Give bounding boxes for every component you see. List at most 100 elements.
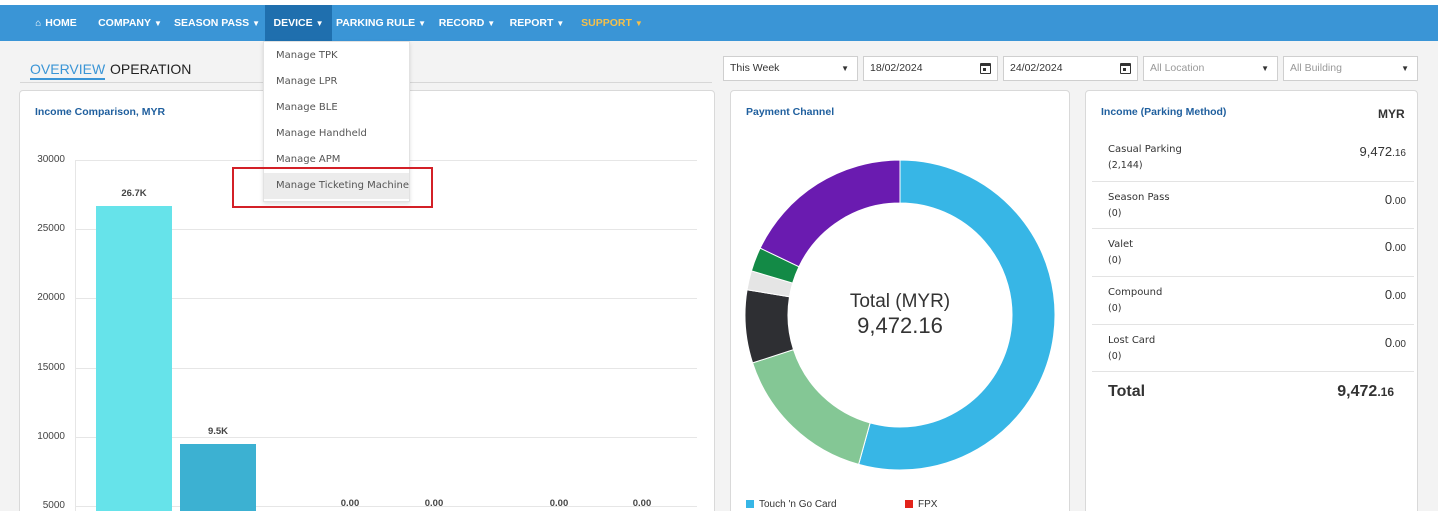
chart-y-tick-label: 10000 [37,430,65,442]
income-row-amount: 0.00 [1385,192,1406,207]
income-row: Valet (0) 0.00 [1092,229,1414,277]
nav-home[interactable]: ⌂ HOME [23,5,89,41]
caret-down-icon: ▼ [315,19,324,28]
legend-fpx-label: FPX [918,499,938,510]
nav-season-pass[interactable]: SEASON PASS ▼ [172,5,262,41]
income-row-amount: 9,472.16 [1360,144,1406,159]
income-row-count: (0) [1108,303,1122,314]
income-row-count: (0) [1108,208,1122,219]
income-row: Lost Card (0) 0.00 [1092,325,1414,372]
chart-y-tick-label: 15000 [37,361,65,373]
legend-fpx[interactable]: FPX [905,499,937,510]
chart-bar[interactable] [96,205,172,511]
income-row-name: Compound [1108,287,1163,298]
nav-support[interactable]: SUPPORT ▼ [578,5,646,41]
location-select-placeholder: All Location [1150,62,1205,74]
calendar-icon[interactable] [1120,63,1131,74]
income-row-amount-main: 0 [1384,192,1393,207]
nav-season-pass-label: SEASON PASS [174,17,250,29]
income-row-count: (0) [1108,255,1122,266]
chart-y-axis [75,160,76,511]
nav-home-label: HOME [45,17,77,29]
building-select[interactable]: All Building ▼ [1283,56,1418,81]
nav-record[interactable]: RECORD ▼ [436,5,498,41]
caret-down-icon: ▼ [418,19,427,28]
chart-gridline [75,298,697,300]
location-select[interactable]: All Location ▼ [1143,56,1278,81]
date-from-input[interactable]: 18/02/2024 [863,56,998,81]
calendar-icon[interactable] [980,63,991,74]
nav-company[interactable]: COMPANY ▼ [92,5,168,41]
nav-device-label: DEVICE [273,17,313,29]
date-from-value: 18/02/2024 [870,62,923,74]
legend-touch-n-go[interactable]: Touch 'n Go Card [746,499,837,510]
income-row-count: (2,144) [1108,160,1143,171]
donut-segment[interactable] [744,289,795,364]
date-to-value: 24/02/2024 [1010,62,1063,74]
legend-touch-n-go-label: Touch 'n Go Card [759,499,837,510]
income-row-amount-dec: .00 [1392,291,1406,302]
income-comparison-title: Income Comparison, MYR [35,106,166,118]
donut-segment[interactable] [759,159,901,268]
tab-overview[interactable]: OVERVIEW [30,61,106,80]
date-to-input[interactable]: 24/02/2024 [1003,56,1138,81]
income-row-amount-dec: .00 [1392,339,1406,350]
income-row-amount-dec: .16 [1392,148,1406,159]
income-row: Casual Parking (2,144) 9,472.16 [1092,134,1414,182]
chart-gridline [75,505,697,507]
chart-bar-label: 26.7K [121,187,147,199]
caret-down-icon: ▼ [841,64,849,73]
legend-swatch [905,500,913,508]
income-total-amount: 9,472.16 [1337,383,1394,401]
income-row-amount-main: 0 [1384,239,1393,254]
donut-segment[interactable] [751,348,871,465]
donut-total-label: Total (MYR) [849,291,951,312]
menu-item-manage-ticketing-machine[interactable]: Manage Ticketing Machine [264,173,409,199]
nav-company-label: COMPANY [98,17,151,29]
period-select[interactable]: This Week ▼ [723,56,858,81]
caret-down-icon: ▼ [634,19,643,28]
income-row: Season Pass (0) 0.00 [1092,182,1414,229]
chart-y-tick-label: 25000 [37,223,65,235]
income-row-amount: 0.00 [1385,287,1406,302]
income-row-amount-main: 0 [1384,335,1393,350]
income-total-amount-main: 9,472 [1337,383,1378,400]
menu-item-manage-tpk[interactable]: Manage TPK [276,50,338,61]
nav-device[interactable]: DEVICE ▼ [265,5,332,41]
caret-down-icon: ▼ [153,19,162,28]
caret-down-icon: ▼ [556,19,565,28]
income-row: Compound (0) 0.00 [1092,277,1414,325]
tab-operation[interactable]: OPERATION [110,61,192,77]
income-row-amount-main: 9,472 [1359,144,1393,159]
income-method-title: Income (Parking Method) [1101,106,1227,118]
caret-down-icon: ▼ [252,19,260,28]
chart-bar-label: 9.5K [207,425,229,437]
income-total-label: Total [1108,383,1146,400]
income-row-name: Season Pass [1108,192,1170,203]
donut-segment[interactable] [858,159,1056,471]
income-row-amount-dec: .00 [1392,196,1406,207]
income-row-amount-main: 0 [1384,287,1393,302]
nav-record-label: RECORD [438,17,485,29]
income-row-name: Valet [1108,239,1134,250]
chart-bar[interactable] [180,443,256,511]
menu-item-manage-apm[interactable]: Manage APM [276,154,341,165]
menu-item-manage-ble[interactable]: Manage BLE [276,102,338,113]
income-row-name: Lost Card [1108,335,1156,346]
nav-report-label: REPORT [509,17,554,29]
chart-bar-label: 0.00 [424,498,444,509]
menu-item-manage-lpr[interactable]: Manage LPR [276,76,338,87]
home-icon: ⌂ [35,18,42,29]
income-row-amount: 0.00 [1385,335,1406,350]
nav-parking-rule[interactable]: PARKING RULE ▼ [335,5,427,41]
income-method-panel [1085,90,1418,511]
menu-item-manage-handheld[interactable]: Manage Handheld [276,128,367,139]
legend-swatch [746,500,754,508]
payment-channel-title: Payment Channel [746,106,835,118]
nav-report[interactable]: REPORT ▼ [506,5,568,41]
main-navbar: ⌂ HOME COMPANY ▼ SEASON PASS ▼ DEVICE ▼ PARK… [0,5,1438,41]
income-row-name: Casual Parking [1108,144,1182,155]
payment-channel-donut [744,159,1056,471]
nav-support-label: SUPPORT [581,17,632,29]
income-row-amount: 0.00 [1385,239,1406,254]
